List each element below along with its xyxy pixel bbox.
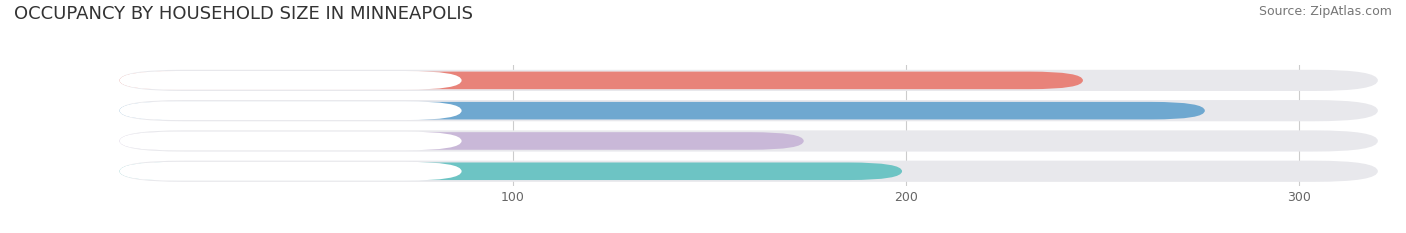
Text: 3-Person Household: 3-Person Household xyxy=(131,134,269,148)
Text: 1-Person Household: 1-Person Household xyxy=(131,73,269,87)
Text: 174: 174 xyxy=(811,134,838,147)
Text: OCCUPANCY BY HOUSEHOLD SIZE IN MINNEAPOLIS: OCCUPANCY BY HOUSEHOLD SIZE IN MINNEAPOL… xyxy=(14,5,472,23)
Text: 245: 245 xyxy=(1049,74,1076,87)
Text: 276: 276 xyxy=(1171,104,1197,117)
Text: Source: ZipAtlas.com: Source: ZipAtlas.com xyxy=(1258,5,1392,18)
Text: 199: 199 xyxy=(910,165,936,178)
Text: 2-Person Household: 2-Person Household xyxy=(131,104,269,118)
Text: 4+ Person Household: 4+ Person Household xyxy=(131,164,280,178)
